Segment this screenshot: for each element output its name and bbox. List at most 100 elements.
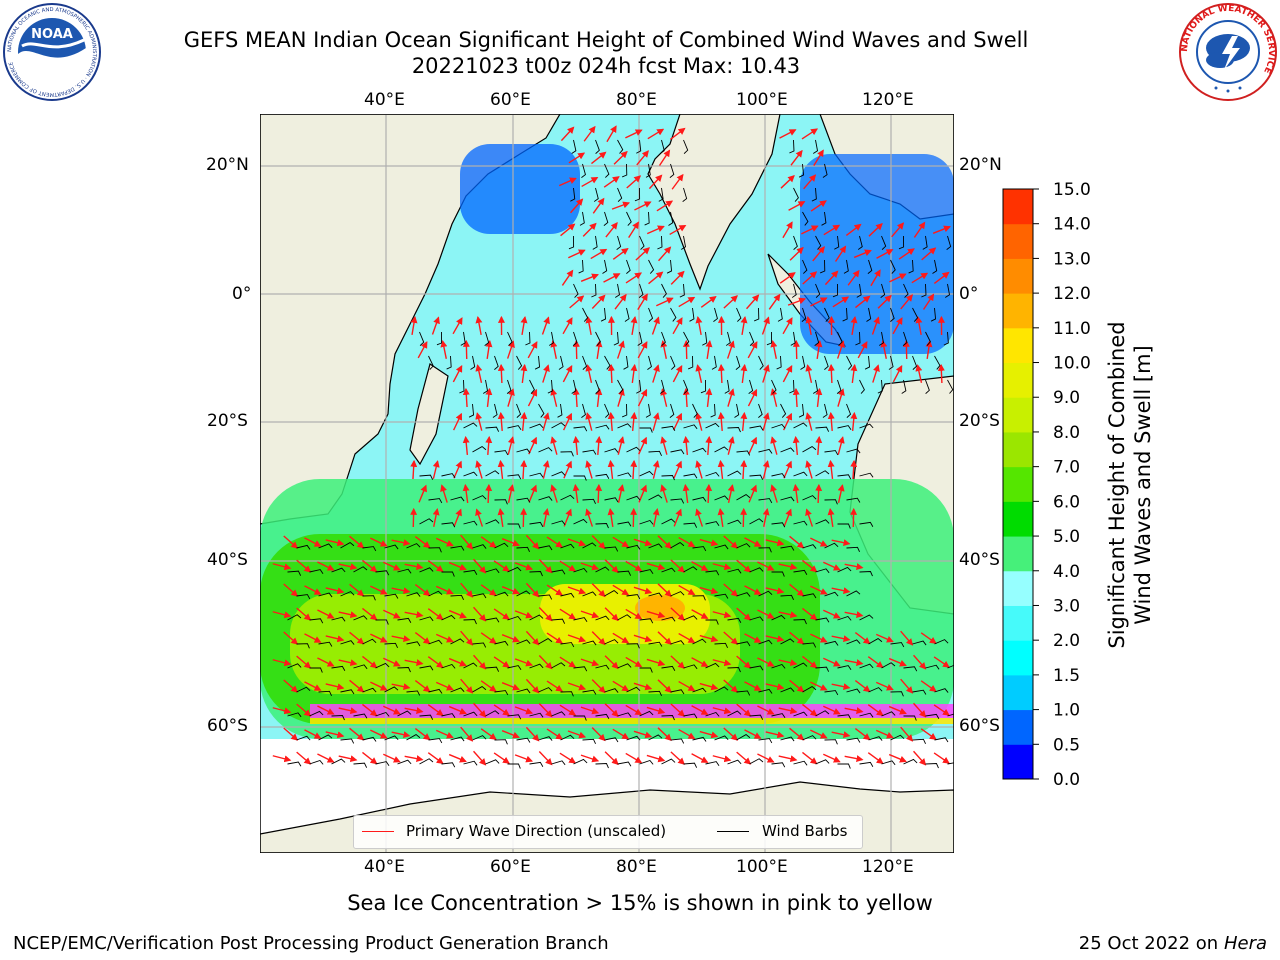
wave-arrow <box>872 364 880 383</box>
wind-barb <box>780 638 795 645</box>
wind-barb <box>661 283 667 298</box>
wave-arrow <box>801 225 819 235</box>
wave-arrow <box>834 245 847 262</box>
wind-barb <box>749 331 755 346</box>
wind-barb <box>736 690 751 696</box>
wave-arrow <box>448 609 467 619</box>
wind-barb <box>538 638 553 645</box>
wind-barb <box>903 715 917 721</box>
wave-arrow <box>612 680 630 692</box>
wind-barb <box>595 713 610 719</box>
wind-barb <box>551 662 566 669</box>
wave-arrow <box>727 484 735 503</box>
colorbar-swatch <box>1003 327 1033 364</box>
wind-barb <box>683 379 689 394</box>
wave-arrow <box>528 436 537 455</box>
wave-arrow <box>460 726 474 742</box>
wind-barb <box>780 496 795 502</box>
wave-arrow <box>827 363 835 384</box>
wave-arrow <box>473 750 487 766</box>
sea-ice-edge-yellow <box>310 718 954 724</box>
wave-arrow <box>617 484 625 503</box>
wave-arrow <box>370 537 388 547</box>
wind-barb <box>793 619 807 625</box>
wind-barb <box>472 642 487 648</box>
wind-barb <box>932 259 938 274</box>
wind-barb <box>824 542 839 549</box>
wind-barb <box>581 403 586 418</box>
colorbar-tick-label: 8.0 <box>1053 423 1080 443</box>
wind-barb <box>353 713 368 719</box>
wave-band-max <box>635 595 685 621</box>
wind-barb <box>802 259 808 274</box>
wind-barb <box>837 665 852 671</box>
wind-barb <box>637 331 643 346</box>
wind-barb <box>362 546 377 552</box>
wave-arrow <box>558 177 577 187</box>
wind-barb <box>749 758 764 765</box>
colorbar-tick-label: 15.0 <box>1053 180 1091 200</box>
wave-arrow <box>427 608 444 621</box>
wave-arrow <box>440 340 448 359</box>
wind-barb <box>604 546 619 552</box>
colorbar-tick-label: 7.0 <box>1053 458 1080 478</box>
wind-barb <box>859 761 874 767</box>
wave-arrow <box>572 435 580 456</box>
wave-arrow <box>670 751 685 765</box>
wave-arrow <box>480 680 497 692</box>
wave-arrow <box>362 703 378 717</box>
wave-arrow <box>538 558 553 574</box>
wind-barb <box>571 379 577 394</box>
wave-arrow <box>844 611 864 619</box>
wave-arrow <box>933 271 950 285</box>
wind-barb <box>582 355 588 370</box>
wind-barb <box>419 474 434 480</box>
wind-barb <box>777 307 783 322</box>
wave-arrow <box>542 508 550 527</box>
wave-arrow <box>427 752 444 765</box>
lon-label-bottom-60e: 60°E <box>490 857 531 877</box>
wave-arrow <box>583 125 596 142</box>
wind-barb <box>639 235 645 250</box>
wave-arrow <box>736 607 752 621</box>
wave-arrow <box>783 460 792 479</box>
lat-label-right-60s: 60°S <box>959 716 1000 736</box>
colorbar-swatch <box>1003 501 1033 537</box>
wind-barb <box>683 331 690 346</box>
wave-arrow <box>782 364 793 383</box>
wind-barb <box>570 187 576 202</box>
wind-barb <box>436 331 443 346</box>
wave-arrow <box>383 609 401 619</box>
wind-barb <box>705 521 720 527</box>
wind-barb <box>604 590 619 597</box>
wave-arrow <box>581 176 599 188</box>
wave-arrow <box>404 707 424 715</box>
wave-arrow <box>778 563 798 571</box>
wave-arrow <box>562 412 573 431</box>
wave-arrow <box>414 631 431 645</box>
wave-arrow <box>810 585 828 595</box>
wave-arrow <box>485 387 493 408</box>
wind-barb <box>595 331 601 346</box>
wind-barb <box>450 594 464 601</box>
wave-arrow <box>827 459 835 480</box>
wave-arrow <box>691 657 709 667</box>
wave-arrow <box>493 752 510 764</box>
wind-barb <box>573 475 587 481</box>
wind-barb <box>516 355 523 370</box>
wave-arrow <box>723 583 739 597</box>
wind-barb <box>859 712 874 718</box>
wind-barb <box>516 639 531 645</box>
wind-barb <box>397 568 412 574</box>
wind-barb <box>824 355 829 370</box>
wind-barb <box>705 570 720 576</box>
wave-arrow <box>915 316 923 335</box>
wave-arrow <box>550 340 558 359</box>
wave-arrow <box>823 705 841 715</box>
wind-barb <box>485 710 500 717</box>
wind-barb <box>771 713 786 719</box>
wind-barb <box>888 355 894 370</box>
wave-arrow <box>542 364 550 383</box>
wind-barb <box>705 619 719 625</box>
wave-arrow <box>805 460 813 479</box>
